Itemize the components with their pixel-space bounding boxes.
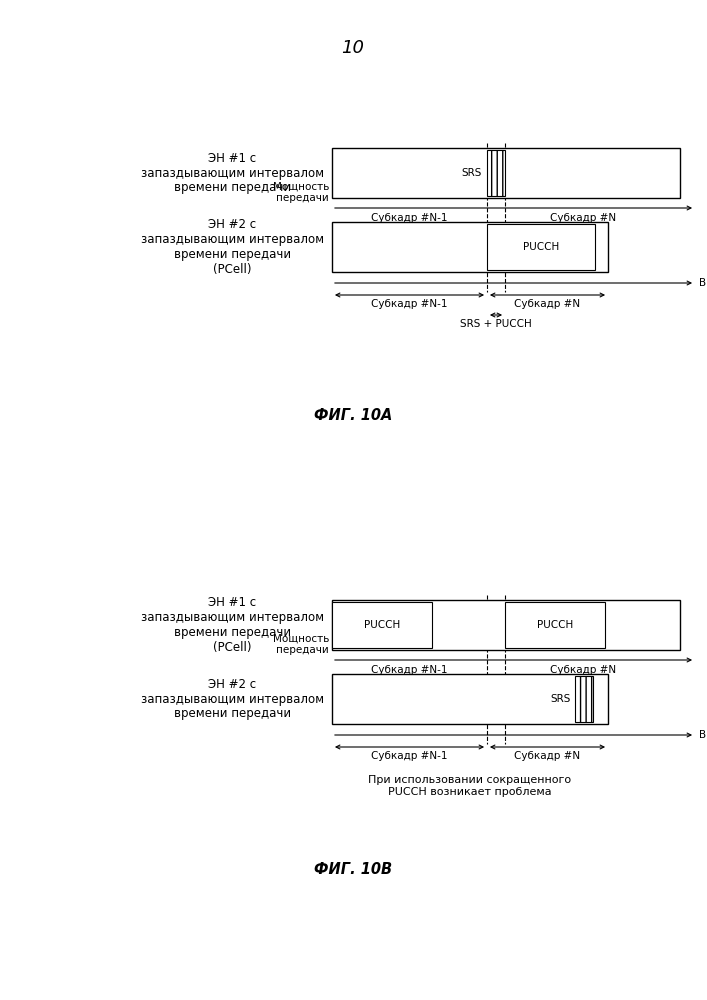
Text: ЭН #2 с
запаздывающим интервалом
времени передачи
(PCell): ЭН #2 с запаздывающим интервалом времени… (141, 218, 324, 276)
Bar (487, 150, 505, 196)
Bar (505, 602, 605, 648)
Bar (332, 602, 432, 648)
Text: Время: Время (699, 278, 707, 288)
Text: Субкадр #N-1: Субкадр #N-1 (371, 665, 448, 675)
Text: PUCCH: PUCCH (537, 620, 573, 630)
Text: SRS: SRS (462, 168, 482, 178)
Text: Мощность
передачи: Мощность передачи (273, 633, 329, 655)
Text: ЭН #1 с
запаздывающим интервалом
времени передачи
(PCell): ЭН #1 с запаздывающим интервалом времени… (141, 596, 324, 654)
Text: Субкадр #N-1: Субкадр #N-1 (371, 299, 448, 309)
Bar (332, 222, 608, 272)
Text: Субкадр #N: Субкадр #N (551, 665, 617, 675)
Bar (332, 148, 680, 198)
Text: Субкадр #N: Субкадр #N (551, 213, 617, 223)
Text: SRS + PUCCH: SRS + PUCCH (460, 319, 532, 329)
Bar (575, 676, 593, 722)
Text: ФИГ. 10В: ФИГ. 10В (314, 862, 392, 878)
Text: ФИГ. 10А: ФИГ. 10А (314, 408, 392, 422)
Bar (332, 600, 680, 650)
Text: 10: 10 (341, 39, 365, 57)
Text: Мощность
передачи: Мощность передачи (273, 181, 329, 203)
Text: Субкадр #N-1: Субкадр #N-1 (371, 213, 448, 223)
Text: При использовании сокращенного
PUCCH возникает проблема: При использовании сокращенного PUCCH воз… (368, 775, 571, 797)
Text: Субкадр #N-1: Субкадр #N-1 (371, 751, 448, 761)
Text: SRS: SRS (551, 694, 571, 704)
Bar (487, 224, 595, 270)
Text: PUCCH: PUCCH (364, 620, 400, 630)
Text: Субкадр #N: Субкадр #N (515, 299, 580, 309)
Text: PUCCH: PUCCH (523, 242, 559, 252)
Bar (332, 674, 608, 724)
Text: Субкадр #N: Субкадр #N (515, 751, 580, 761)
Text: ЭН #1 с
запаздывающим интервалом
времени передачи: ЭН #1 с запаздывающим интервалом времени… (141, 151, 324, 194)
Text: Время: Время (699, 730, 707, 740)
Text: ЭН #2 с
запаздывающим интервалом
времени передачи: ЭН #2 с запаздывающим интервалом времени… (141, 678, 324, 720)
